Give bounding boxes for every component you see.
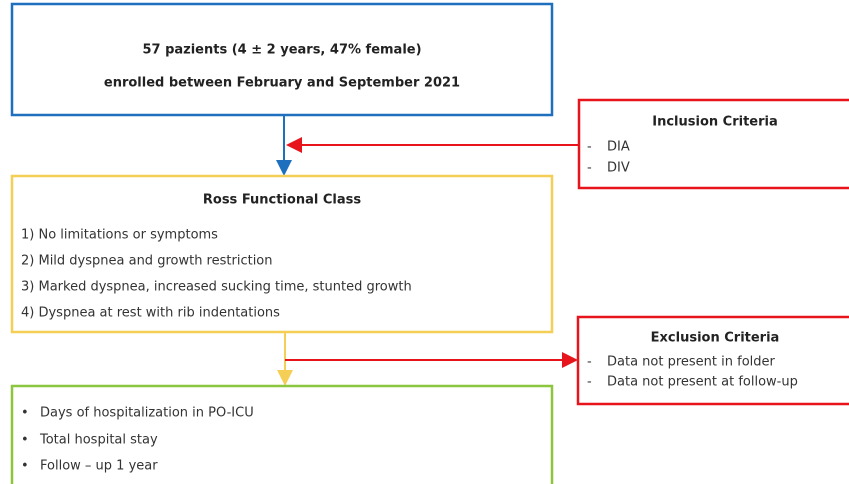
outcome-item: Total hospital stay	[39, 433, 158, 448]
marker: -	[587, 140, 592, 155]
enrollment-line: enrolled between February and September …	[104, 76, 460, 91]
exclusion-item: Data not present in folder	[607, 355, 776, 370]
outcomes-box	[10, 384, 554, 484]
exclusion-item: Data not present at follow-up	[607, 375, 798, 390]
ross-box	[10, 174, 554, 334]
enrollment-box	[10, 2, 554, 117]
ross-title: Ross Functional Class	[203, 193, 362, 208]
inclusion-box	[577, 98, 849, 190]
ross-item: 2) Mild dyspnea and growth restriction	[21, 254, 273, 269]
inclusion-title: Inclusion Criteria	[652, 115, 778, 130]
enrollment-line: 57 pazients (4 ± 2 years, 47% female)	[142, 43, 421, 58]
inclusion-item: DIA	[607, 140, 630, 155]
marker: •	[21, 433, 29, 448]
ross-item: 4) Dyspnea at rest with rib indentations	[21, 306, 280, 321]
exclusion-title: Exclusion Criteria	[651, 331, 780, 346]
ross-item: 3) Marked dyspnea, increased sucking tim…	[21, 280, 412, 295]
outcome-item: Days of hospitalization in PO-ICU	[40, 406, 254, 421]
outcome-item: Follow – up 1 year	[40, 459, 158, 474]
marker: -	[587, 355, 592, 370]
exclusion-box	[576, 315, 849, 406]
marker: -	[587, 161, 592, 176]
marker: -	[587, 375, 592, 390]
marker: •	[21, 459, 29, 474]
ross-item: 1) No limitations or symptoms	[21, 228, 218, 243]
marker: •	[21, 406, 29, 421]
inclusion-item: DIV	[607, 161, 630, 176]
